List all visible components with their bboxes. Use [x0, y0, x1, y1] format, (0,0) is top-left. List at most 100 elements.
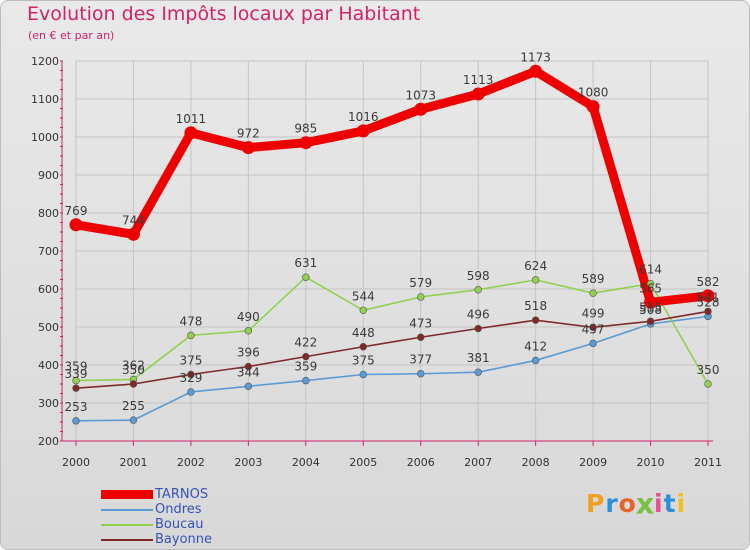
- data-label: 253: [65, 400, 88, 414]
- data-point: [126, 227, 140, 241]
- x-tick-label: 2003: [234, 456, 262, 469]
- data-point: [589, 289, 597, 297]
- y-tick-label: 300: [38, 397, 59, 410]
- legend-item-boucau: Boucau: [101, 517, 321, 532]
- y-tick-label: 900: [38, 169, 59, 182]
- data-label: 329: [179, 371, 202, 385]
- data-point: [184, 126, 198, 140]
- data-point: [72, 384, 80, 392]
- data-label: 344: [237, 365, 260, 379]
- legend-label: Bayonne: [155, 532, 213, 547]
- series-lines: [71, 66, 713, 422]
- data-label: 457: [582, 322, 605, 336]
- x-tick-label: 2011: [694, 456, 722, 469]
- legend-label: Ondres: [155, 502, 202, 517]
- series-line-tarnos: [71, 66, 713, 307]
- data-point: [187, 370, 195, 379]
- data-label: 582: [697, 275, 720, 289]
- data-label: 473: [409, 316, 432, 330]
- data-label: 589: [582, 272, 605, 286]
- data-label: 412: [524, 339, 547, 353]
- data-label: 499: [582, 306, 605, 320]
- data-label: 541: [697, 290, 720, 304]
- data-label: 744: [122, 213, 145, 227]
- data-labels: 769 744 1011 972 985 1016 1073 1113 1173 1080 565 5…: [65, 50, 720, 414]
- data-label: 422: [294, 336, 317, 350]
- data-point: [417, 333, 425, 341]
- data-point: [359, 370, 367, 379]
- series-line-bayonne: [75, 310, 709, 389]
- data-point: [589, 323, 597, 332]
- y-tick-label: 200: [38, 435, 59, 448]
- legend-item-ondres: Ondres: [101, 502, 321, 517]
- series-markers: [69, 64, 715, 425]
- y-tick-label: 800: [38, 207, 59, 220]
- data-label: 496: [467, 308, 490, 322]
- data-point: [241, 141, 255, 155]
- data-point: [704, 307, 712, 316]
- data-point: [531, 356, 540, 365]
- y-tick-label: 600: [38, 283, 59, 296]
- data-point: [69, 218, 83, 232]
- series-line-ondres: [75, 315, 709, 422]
- data-point: [187, 388, 195, 396]
- data-label: 972: [237, 127, 260, 141]
- data-point: [589, 339, 597, 348]
- legend-label: TARNOS: [155, 487, 209, 502]
- data-label: 1016: [348, 110, 379, 124]
- data-point: [244, 327, 253, 335]
- data-label: 518: [524, 299, 547, 313]
- data-label: 350: [122, 363, 145, 377]
- legend: TARNOS Ondres Boucau Bayonne: [101, 487, 321, 547]
- axes: 200 300 400 500 600 700 800 900 1000 1100 1200 2000…: [31, 55, 722, 469]
- data-point: [646, 279, 655, 288]
- data-label: 1073: [405, 88, 436, 102]
- logo-letter: t: [663, 489, 677, 518]
- data-label: 565: [639, 281, 662, 295]
- data-label: 1113: [463, 73, 494, 87]
- logo-letter: o: [618, 489, 637, 518]
- x-tick-label: 2009: [579, 456, 607, 469]
- x-tick-label: 2006: [407, 456, 435, 469]
- data-label: 515: [639, 300, 662, 314]
- data-point: [414, 102, 428, 116]
- data-label: 381: [467, 351, 490, 365]
- data-point: [704, 380, 712, 388]
- data-point: [644, 295, 658, 309]
- logo-letter: i: [676, 489, 687, 518]
- x-tick-label: 2002: [177, 456, 205, 469]
- data-point: [474, 324, 482, 333]
- x-tick-label: 2004: [292, 456, 320, 469]
- legend-item-bayonne: Bayonne: [101, 532, 321, 547]
- data-point: [646, 317, 655, 325]
- data-label: 359: [65, 360, 88, 374]
- x-tick-label: 2008: [522, 456, 550, 469]
- data-point: [302, 273, 310, 281]
- data-point: [471, 87, 485, 101]
- data-label: 624: [524, 259, 547, 273]
- data-point: [187, 331, 195, 340]
- data-label: 490: [237, 310, 260, 324]
- data-label: 508: [639, 303, 662, 317]
- data-label: 1173: [520, 50, 551, 64]
- data-label: 598: [467, 269, 490, 283]
- legend-swatch: [101, 509, 153, 511]
- legend-swatch: [101, 524, 153, 526]
- line-chart: 200 300 400 500 600 700 800 900 1000 1100 1200 2000…: [31, 50, 722, 469]
- data-point: [299, 136, 313, 150]
- y-tick-label: 1000: [31, 131, 59, 144]
- legend-item-tarnos: TARNOS: [101, 487, 321, 502]
- data-point: [474, 368, 482, 376]
- data-label: 631: [294, 256, 317, 270]
- y-tick-label: 500: [38, 321, 59, 334]
- data-label: 985: [294, 122, 317, 136]
- data-point: [129, 380, 138, 388]
- y-tick-label: 1100: [31, 93, 59, 106]
- grid: [75, 60, 709, 442]
- data-label: 544: [352, 289, 375, 303]
- proxiti-logo: Proxiti: [586, 487, 687, 520]
- data-label: 1011: [176, 112, 207, 126]
- data-point: [356, 124, 370, 138]
- data-point: [72, 417, 80, 425]
- data-label: 1080: [578, 86, 609, 100]
